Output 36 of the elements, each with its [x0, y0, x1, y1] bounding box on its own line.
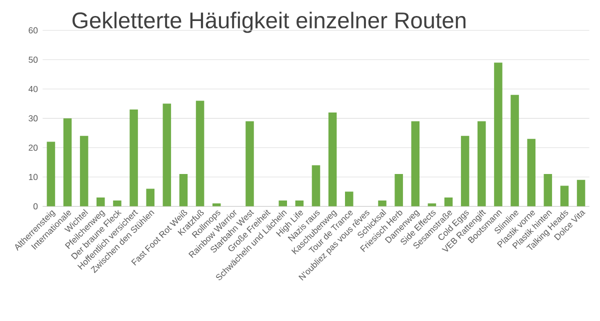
bar	[576, 180, 586, 206]
bar	[196, 100, 204, 206]
bar	[96, 198, 105, 206]
y-tick-label: 60	[28, 27, 38, 34]
bar	[146, 188, 154, 206]
bar	[344, 192, 354, 206]
bar	[411, 121, 420, 206]
y-tick-label: 40	[28, 86, 38, 92]
y-tick-label: 10	[28, 174, 38, 180]
chart-title: Gekletterte Häufigkeit einzelner Routen	[72, 12, 466, 33]
bar	[63, 118, 72, 206]
bar	[179, 174, 188, 206]
bar	[246, 121, 254, 206]
y-tick-label: 20	[28, 144, 38, 151]
bar	[312, 165, 320, 206]
bar	[478, 121, 486, 206]
bar	[80, 136, 88, 206]
bar	[378, 200, 386, 206]
bar	[295, 200, 304, 206]
y-tick-label: 30	[28, 115, 38, 122]
bar	[113, 200, 122, 206]
bar	[278, 200, 288, 206]
bar	[130, 110, 138, 206]
y-tick-label: 50	[28, 56, 38, 63]
bar	[460, 136, 470, 206]
bar	[560, 186, 569, 206]
y-tick-label: 0	[33, 203, 38, 210]
bar	[494, 62, 502, 206]
bar	[527, 138, 536, 206]
bar	[544, 174, 552, 206]
bar	[46, 142, 56, 206]
bar	[162, 104, 172, 206]
bar	[510, 94, 519, 206]
bar	[328, 112, 337, 206]
bar	[444, 198, 453, 206]
bar	[394, 174, 403, 206]
